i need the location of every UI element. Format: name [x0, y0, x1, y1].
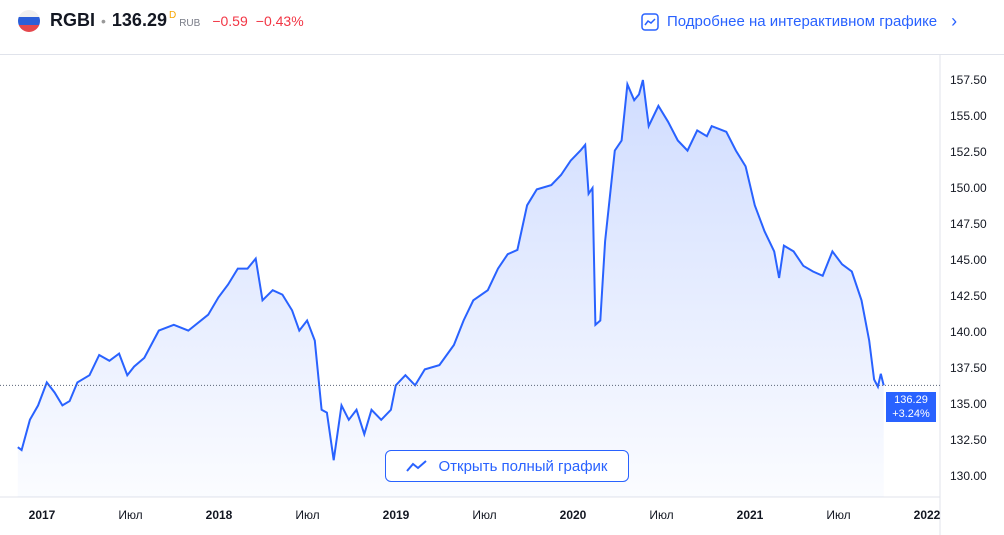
y-tick-label: 142.50 — [950, 289, 987, 303]
currency: RUB — [179, 18, 201, 29]
trend-icon — [406, 460, 428, 472]
y-tick-label: 152.50 — [950, 145, 987, 159]
interactive-chart-link[interactable]: Подробнее на интерактивном графике › — [641, 11, 957, 32]
x-tick-label: Июл — [118, 508, 142, 522]
last-price-label-change: +3.24% — [892, 408, 930, 420]
last-price-label: 136.29 +3.24% — [886, 392, 936, 422]
chart-icon — [641, 12, 659, 31]
y-tick-label: 157.50 — [950, 73, 987, 87]
price-change-percent: −0.43% — [255, 13, 304, 29]
delayed-flag: D — [168, 10, 177, 21]
last-price-label-value: 136.29 — [894, 394, 928, 406]
y-tick-label: 140.00 — [950, 325, 987, 339]
x-tick-label: 2018 — [206, 508, 233, 522]
price-area — [17, 80, 884, 497]
x-tick-label: Июл — [826, 508, 850, 522]
y-tick-label: 145.00 — [950, 253, 987, 267]
chevron-right-icon: › — [951, 11, 958, 31]
divider — [0, 54, 1004, 55]
y-tick-label: 155.00 — [950, 109, 987, 123]
separator: • — [101, 13, 106, 29]
y-tick-label: 147.50 — [950, 217, 987, 231]
russia-flag-icon — [18, 10, 40, 32]
x-tick-label: Июл — [472, 508, 496, 522]
open-full-chart-button[interactable]: Открыть полный график — [385, 450, 629, 482]
interactive-chart-link-label: Подробнее на интерактивном графике — [667, 13, 938, 30]
x-tick-label: 2019 — [383, 508, 410, 522]
x-tick-label: 2021 — [737, 508, 764, 522]
price-change: −0.59 — [212, 13, 248, 29]
x-tick-label: 2022 — [914, 508, 941, 522]
x-tick-label: 2020 — [560, 508, 587, 522]
symbol-header: RGBI • 136.29 D RUB −0.59 −0.43% Подробн… — [0, 0, 1004, 47]
y-tick-label: 130.00 — [950, 469, 987, 483]
last-price: 136.29 — [111, 10, 167, 30]
y-tick-label: 135.00 — [950, 397, 987, 411]
x-tick-label: Июл — [295, 508, 319, 522]
y-tick-label: 150.00 — [950, 181, 987, 195]
price-line — [17, 79, 885, 461]
open-full-chart-label: Открыть полный график — [438, 457, 608, 475]
symbol-info: RGBI • 136.29 D RUB −0.59 −0.43% — [18, 10, 304, 32]
x-tick-label: Июл — [649, 508, 673, 522]
x-tick-label: 2017 — [29, 508, 56, 522]
y-tick-label: 132.50 — [950, 433, 987, 447]
y-tick-label: 137.50 — [950, 361, 987, 375]
symbol-name[interactable]: RGBI — [50, 10, 95, 30]
